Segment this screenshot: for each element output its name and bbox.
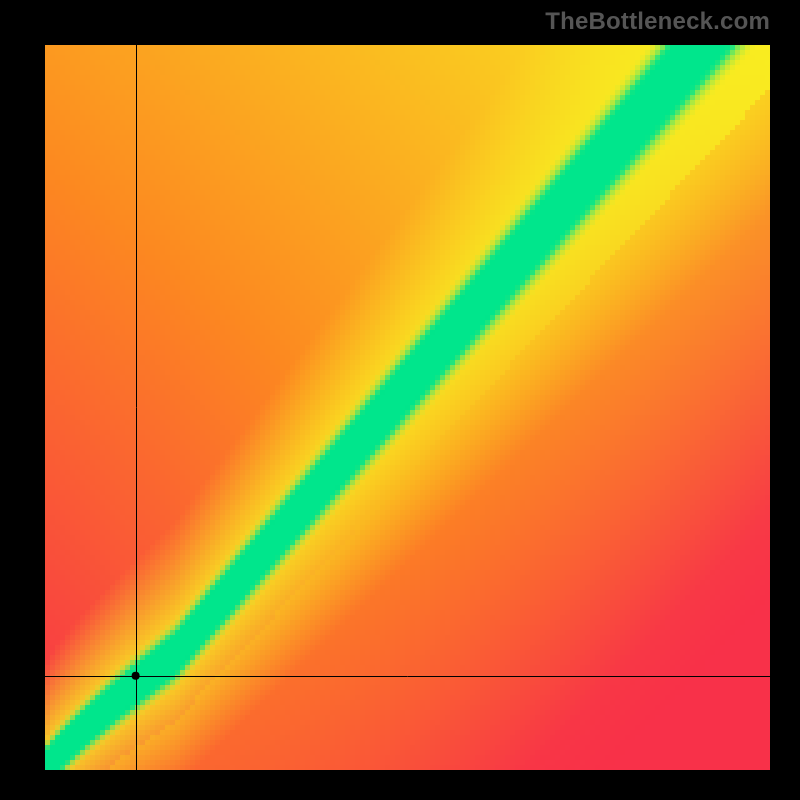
bottleneck-heatmap-canvas xyxy=(0,0,800,800)
chart-frame: TheBottleneck.com xyxy=(0,0,800,800)
